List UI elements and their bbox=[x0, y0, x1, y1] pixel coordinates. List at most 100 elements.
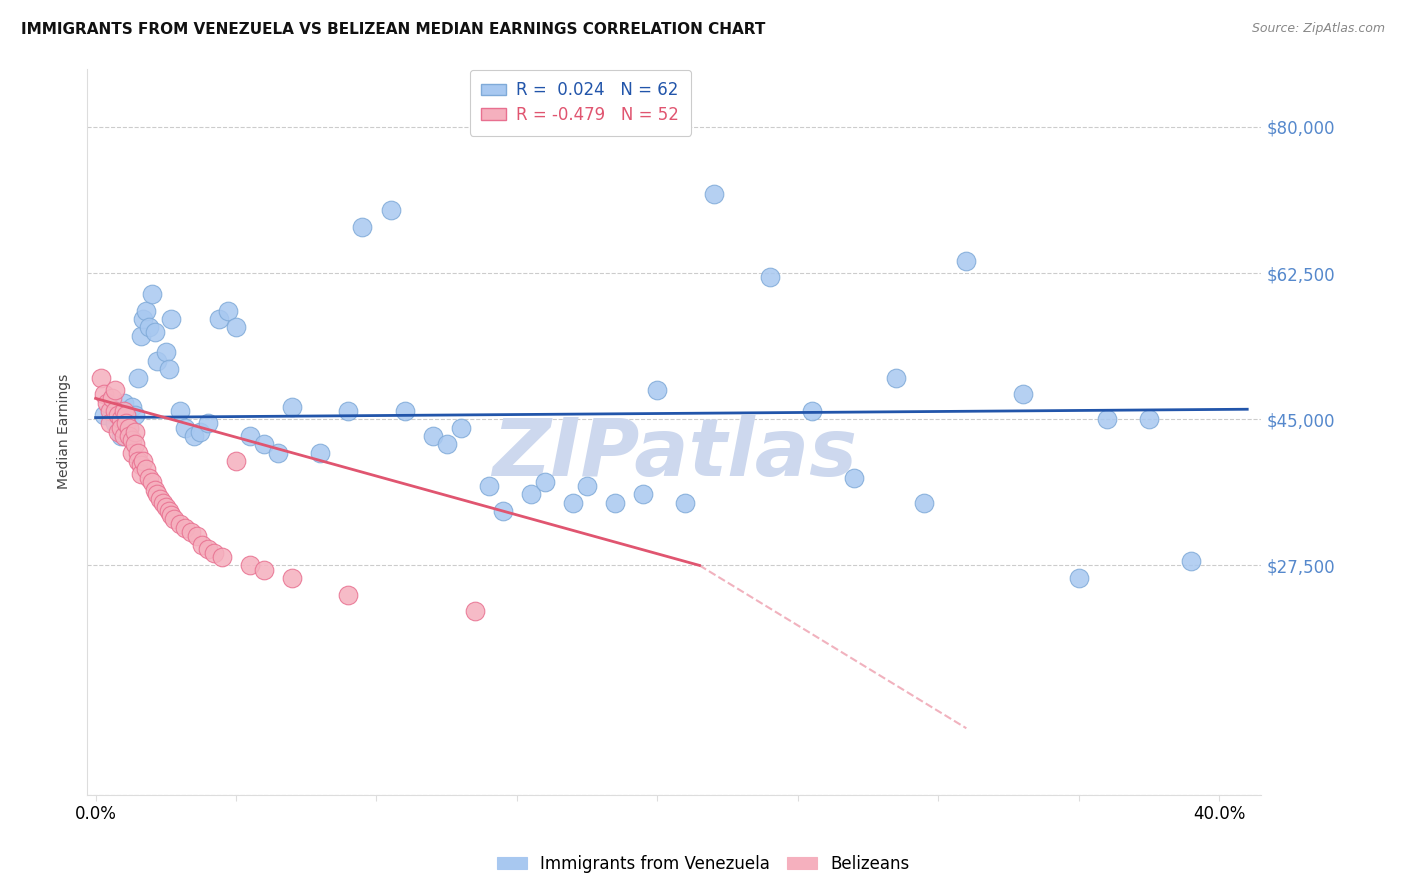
Point bbox=[138, 471, 160, 485]
Point bbox=[352, 220, 374, 235]
Point bbox=[104, 404, 127, 418]
Point bbox=[157, 504, 180, 518]
Point bbox=[101, 404, 124, 418]
Point bbox=[129, 328, 152, 343]
Point bbox=[110, 420, 132, 434]
Point bbox=[121, 445, 143, 459]
Point bbox=[132, 312, 155, 326]
Point bbox=[675, 496, 697, 510]
Point bbox=[149, 491, 172, 506]
Point bbox=[124, 408, 146, 422]
Point bbox=[127, 445, 149, 459]
Point bbox=[394, 404, 416, 418]
Point bbox=[143, 325, 166, 339]
Point bbox=[129, 458, 152, 473]
Point bbox=[1067, 571, 1090, 585]
Point bbox=[380, 203, 402, 218]
Point bbox=[104, 417, 127, 431]
Point bbox=[141, 475, 163, 489]
Point bbox=[337, 588, 360, 602]
Point bbox=[138, 320, 160, 334]
Point bbox=[110, 412, 132, 426]
Point bbox=[121, 433, 143, 447]
Point bbox=[115, 412, 138, 426]
Point bbox=[141, 287, 163, 301]
Point bbox=[127, 370, 149, 384]
Point bbox=[107, 408, 129, 422]
Point bbox=[107, 425, 129, 439]
Point bbox=[118, 420, 141, 434]
Point bbox=[112, 404, 135, 418]
Point bbox=[132, 454, 155, 468]
Point bbox=[239, 429, 262, 443]
Point bbox=[174, 420, 197, 434]
Point bbox=[112, 429, 135, 443]
Point bbox=[267, 445, 290, 459]
Point bbox=[118, 429, 141, 443]
Point bbox=[180, 524, 202, 539]
Point bbox=[93, 408, 115, 422]
Point bbox=[152, 496, 174, 510]
Point bbox=[202, 546, 225, 560]
Point bbox=[1137, 412, 1160, 426]
Point bbox=[464, 604, 486, 618]
Point bbox=[121, 400, 143, 414]
Point bbox=[104, 383, 127, 397]
Point bbox=[186, 529, 208, 543]
Point bbox=[239, 558, 262, 573]
Point bbox=[436, 437, 458, 451]
Point bbox=[208, 312, 231, 326]
Point bbox=[96, 395, 118, 409]
Legend: Immigrants from Venezuela, Belizeans: Immigrants from Venezuela, Belizeans bbox=[491, 848, 915, 880]
Point bbox=[520, 487, 543, 501]
Point bbox=[115, 408, 138, 422]
Point bbox=[146, 487, 169, 501]
Point bbox=[281, 571, 304, 585]
Point bbox=[160, 508, 183, 523]
Point bbox=[155, 500, 177, 514]
Point bbox=[702, 186, 724, 201]
Point bbox=[253, 563, 276, 577]
Point bbox=[98, 404, 121, 418]
Point bbox=[124, 437, 146, 451]
Point bbox=[174, 521, 197, 535]
Point bbox=[157, 362, 180, 376]
Point bbox=[912, 496, 935, 510]
Point bbox=[605, 496, 627, 510]
Point bbox=[197, 541, 219, 556]
Point bbox=[337, 404, 360, 418]
Y-axis label: Median Earnings: Median Earnings bbox=[58, 374, 72, 490]
Point bbox=[253, 437, 276, 451]
Legend: R =  0.024   N = 62, R = -0.479   N = 52: R = 0.024 N = 62, R = -0.479 N = 52 bbox=[470, 70, 690, 136]
Point bbox=[146, 353, 169, 368]
Point bbox=[188, 425, 211, 439]
Point bbox=[758, 270, 780, 285]
Point bbox=[478, 479, 501, 493]
Point bbox=[281, 400, 304, 414]
Point bbox=[93, 387, 115, 401]
Point bbox=[647, 383, 669, 397]
Point bbox=[576, 479, 599, 493]
Point bbox=[884, 370, 907, 384]
Point bbox=[129, 467, 152, 481]
Point bbox=[1095, 412, 1118, 426]
Point bbox=[169, 516, 191, 531]
Point bbox=[98, 417, 121, 431]
Point bbox=[842, 471, 865, 485]
Point bbox=[110, 429, 132, 443]
Point bbox=[450, 420, 472, 434]
Point bbox=[534, 475, 557, 489]
Text: IMMIGRANTS FROM VENEZUELA VS BELIZEAN MEDIAN EARNINGS CORRELATION CHART: IMMIGRANTS FROM VENEZUELA VS BELIZEAN ME… bbox=[21, 22, 765, 37]
Point bbox=[225, 454, 247, 468]
Point bbox=[211, 550, 233, 565]
Point bbox=[492, 504, 515, 518]
Point bbox=[800, 404, 823, 418]
Text: ZIPatlas: ZIPatlas bbox=[492, 415, 856, 492]
Point bbox=[309, 445, 332, 459]
Point bbox=[633, 487, 655, 501]
Point bbox=[1011, 387, 1033, 401]
Point bbox=[169, 404, 191, 418]
Point bbox=[135, 462, 157, 476]
Point bbox=[422, 429, 444, 443]
Point bbox=[112, 395, 135, 409]
